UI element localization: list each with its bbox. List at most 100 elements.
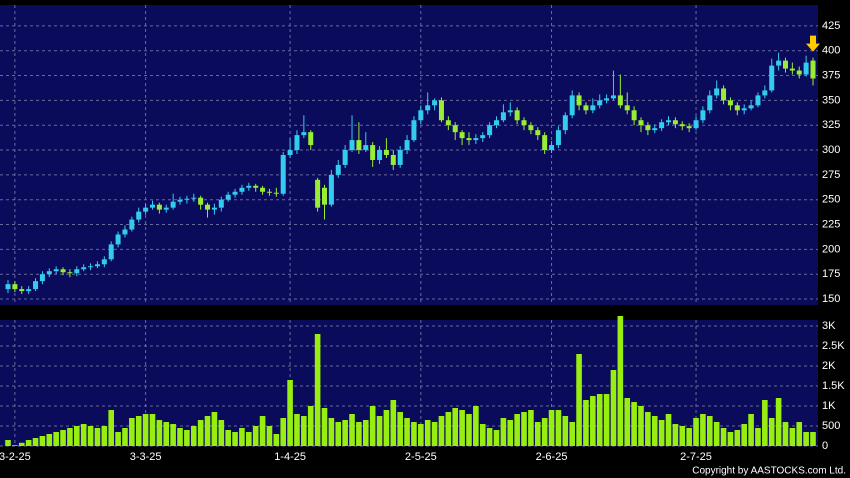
volume-bar <box>211 412 218 446</box>
candle-body <box>748 105 754 109</box>
x-tick-label: 3-2-25 <box>0 451 31 463</box>
volume-bar <box>748 414 754 446</box>
candle-body <box>645 125 651 131</box>
candle-body <box>542 135 548 151</box>
candle-body <box>569 95 575 116</box>
volume-bar <box>768 418 775 446</box>
volume-bar <box>479 424 486 446</box>
volume-bar <box>789 428 796 446</box>
candle-body <box>700 110 706 121</box>
candle-body <box>101 259 107 265</box>
candle-body <box>452 125 458 133</box>
candle-body <box>782 60 788 69</box>
volume-bar <box>672 424 679 446</box>
volume-bar <box>280 418 287 446</box>
candle-body <box>762 90 768 96</box>
candle-body <box>535 130 541 136</box>
candle-body <box>562 115 568 131</box>
volume-bar <box>390 400 397 446</box>
volume-bar <box>321 408 328 446</box>
candle-body <box>211 207 217 210</box>
candle-body <box>205 204 211 210</box>
volume-bar <box>184 430 190 446</box>
y-tick-label: 400 <box>822 45 840 57</box>
candle-body <box>597 100 603 106</box>
volume-bar <box>466 414 472 446</box>
y-tick-label: 300 <box>822 144 840 156</box>
volume-bar <box>149 414 156 446</box>
candle-body <box>390 155 396 165</box>
volume-bar <box>528 410 534 446</box>
y-tick-label: 500 <box>822 420 840 432</box>
candle-body <box>81 267 87 270</box>
candle-body <box>308 132 314 146</box>
candle-body <box>714 88 720 96</box>
candle-body <box>60 269 66 273</box>
candle-body <box>514 110 520 121</box>
volume-bar <box>5 440 11 446</box>
volume-bar <box>259 416 266 446</box>
candle-body <box>294 135 300 151</box>
y-tick-label: 0 <box>822 440 828 452</box>
volume-bar <box>108 410 115 446</box>
volume-bar <box>473 406 479 446</box>
candle-body <box>349 140 355 151</box>
y-tick-label: 150 <box>822 293 840 305</box>
volume-bar <box>273 434 280 446</box>
volume-bar <box>645 412 651 446</box>
candle-body <box>198 197 204 205</box>
volume-bar <box>624 398 631 446</box>
candle-body <box>721 88 727 101</box>
candle-body <box>383 150 389 155</box>
y-tick-label: 3K <box>822 320 836 332</box>
price-panel <box>0 5 818 305</box>
volume-bar <box>328 418 335 446</box>
volume-bar <box>12 445 18 446</box>
volume-bar <box>658 420 665 446</box>
volume-bar <box>74 426 80 446</box>
volume-bar <box>94 428 101 446</box>
candle-body <box>39 274 45 282</box>
candle-body <box>149 204 155 208</box>
candle-body <box>170 201 176 208</box>
copyright: Copyright by AASTOCKS.com Ltd. <box>692 466 846 477</box>
candle-body <box>404 140 410 151</box>
y-tick-label: 1K <box>822 400 836 412</box>
candle-body <box>177 199 183 202</box>
candle-body <box>46 271 52 275</box>
latest-arrow <box>806 35 820 52</box>
volume-bar <box>713 422 720 446</box>
candle-body <box>432 100 438 106</box>
candle-body <box>707 95 713 111</box>
candle-body <box>377 150 383 160</box>
candle-body <box>108 244 114 260</box>
candle-body <box>734 105 740 111</box>
volume-bar <box>87 426 94 446</box>
volume-bar <box>590 396 596 446</box>
volume-bar <box>18 442 25 446</box>
candle-body <box>610 95 616 99</box>
volume-bar <box>445 412 452 446</box>
candle-body <box>356 140 362 151</box>
candle-body <box>184 198 190 200</box>
volume-bar <box>307 406 314 446</box>
volume-bar <box>225 430 231 446</box>
volume-bar <box>397 412 403 446</box>
y-tick-label: 250 <box>822 194 840 206</box>
y-tick-label: 375 <box>822 69 840 81</box>
volume-bar <box>190 426 197 446</box>
candle-body <box>494 120 500 126</box>
candle-body <box>328 174 334 205</box>
candle-body <box>88 266 94 268</box>
candle-body <box>686 126 692 129</box>
y-tick-label: 275 <box>822 169 840 181</box>
candle-body <box>480 135 486 139</box>
candle-body <box>218 199 224 208</box>
candle-body <box>397 150 403 165</box>
candle-body <box>693 120 699 129</box>
volume-bar <box>493 430 500 446</box>
volume-bar <box>596 394 603 446</box>
candle-body <box>617 95 623 106</box>
candle-body <box>672 120 678 125</box>
